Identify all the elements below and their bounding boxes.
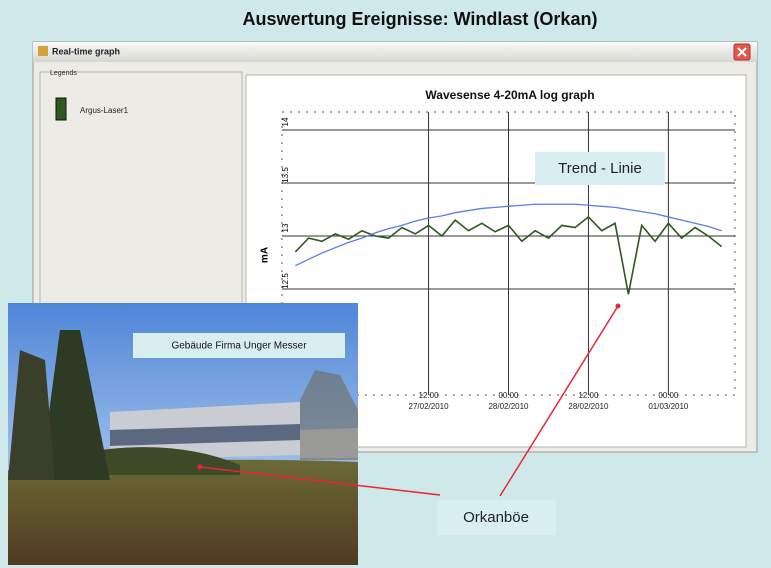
overlay: Gebäude Firma Unger Messer Trend - Linie… [0,0,771,568]
slide: Auswertung Ereignisse: Windlast (Orkan) … [0,0,771,568]
trend-callout: Trend - Linie [558,160,642,177]
photo-caption: Gebäude Firma Unger Messer [171,341,307,352]
arrow-head [198,465,203,470]
gust-callout: Orkanböe [463,509,529,526]
arrow [500,306,618,496]
arrow-head [616,304,621,309]
